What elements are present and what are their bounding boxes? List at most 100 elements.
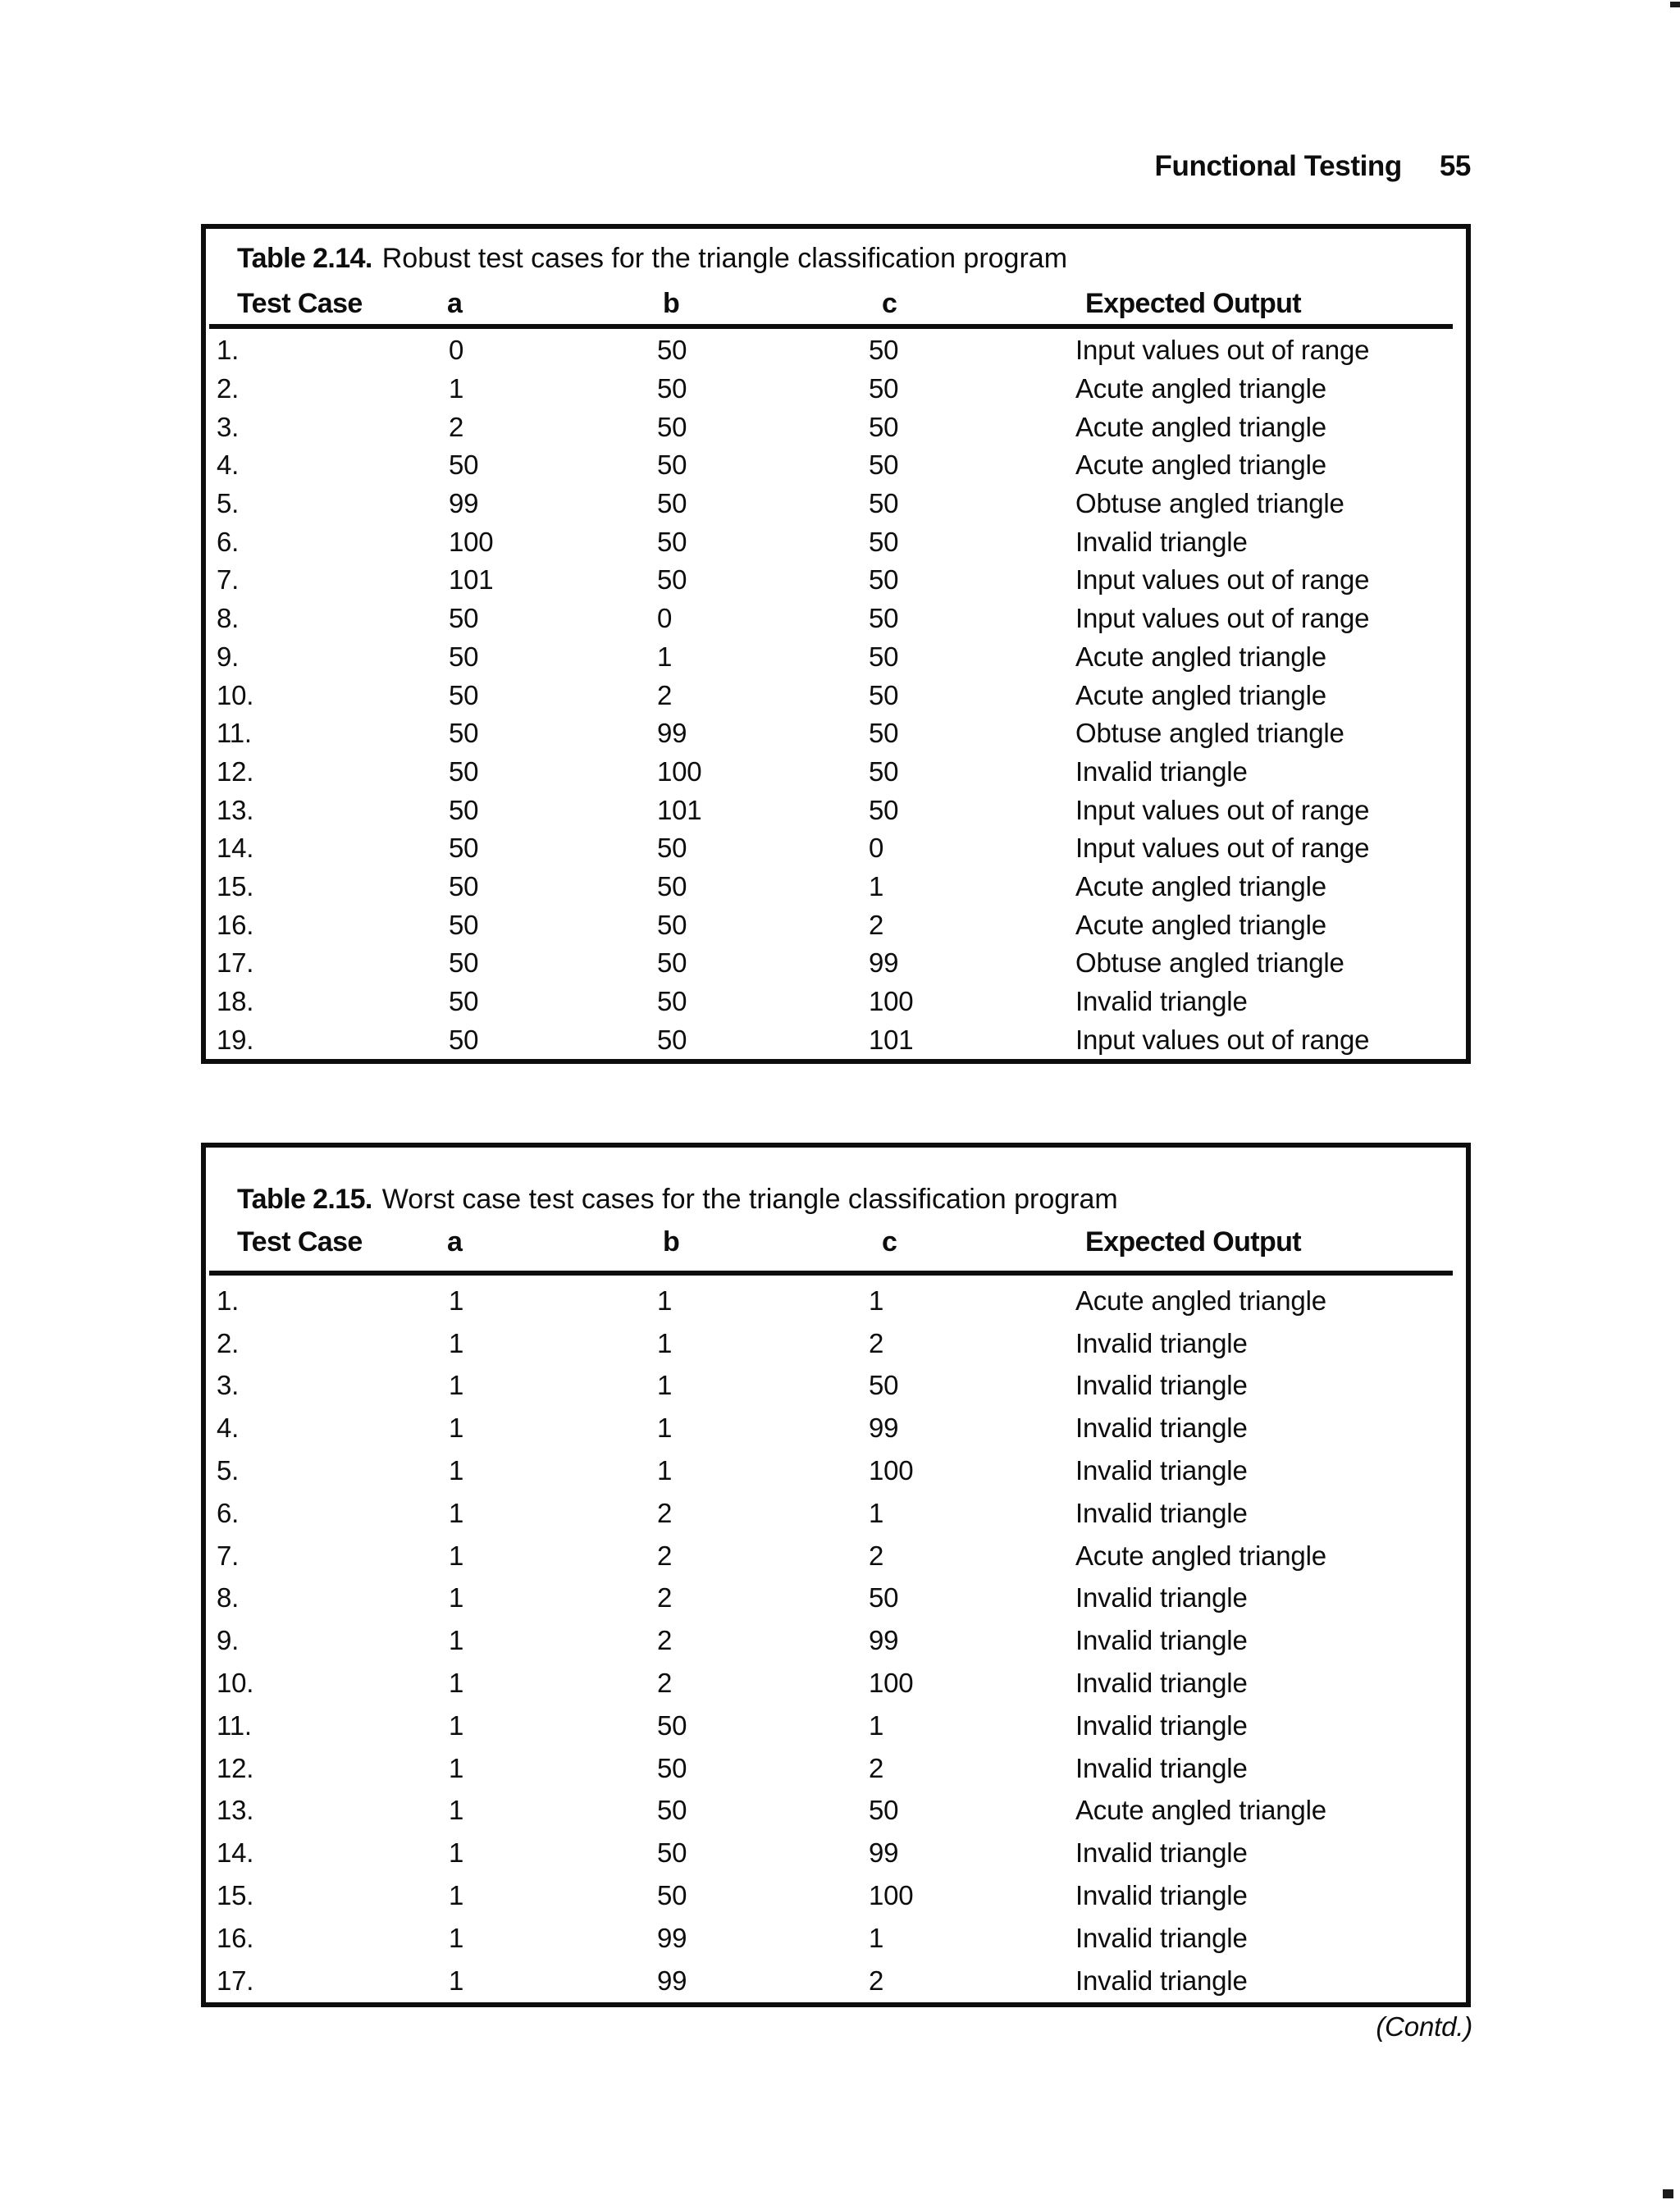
cell-b: 1 [657, 1370, 673, 1401]
table-caption: Table 2.14. Robust test cases for the tri… [237, 243, 1067, 275]
cell-expected-output: Input values out of range [1075, 1024, 1370, 1055]
cell-expected-output: Invalid triangle [1075, 1880, 1248, 1911]
cell-a: 0 [449, 335, 464, 366]
table-row: 3. 1 1 50 Invalid triangle [206, 1365, 1466, 1408]
table-row: 3. 2 50 50 Acute angled triangle [206, 408, 1466, 446]
cell-a: 1 [449, 1582, 464, 1613]
cell-c: 50 [869, 1795, 899, 1826]
cell-test-case: 1. [217, 1285, 240, 1316]
cell-b: 1 [657, 1327, 673, 1358]
cell-a: 50 [449, 679, 479, 710]
cell-test-case: 4. [217, 1413, 240, 1444]
cell-a: 1 [449, 1922, 464, 1953]
cell-a: 1 [449, 1540, 464, 1571]
scan-artifact-top-right [1670, 2, 1680, 7]
cell-c: 99 [869, 1413, 899, 1444]
cell-c: 2 [869, 1327, 884, 1358]
table-row: 8. 1 2 50 Invalid triangle [206, 1577, 1466, 1620]
table-row: 7. 1 2 2 Acute angled triangle [206, 1535, 1466, 1577]
table-2-15: Table 2.15. Worst case test cases for the… [201, 1143, 1471, 2007]
cell-expected-output: Input values out of range [1075, 833, 1370, 864]
cell-test-case: 8. [217, 603, 240, 634]
running-head: Functional Testing [1154, 150, 1403, 182]
column-header-test-case: Test Case [237, 1226, 363, 1257]
table-label: Table 2.15. [237, 1184, 372, 1215]
cell-expected-output: Obtuse angled triangle [1075, 718, 1344, 749]
cell-test-case: 14. [217, 833, 254, 864]
cell-a: 1 [449, 1455, 464, 1486]
cell-c: 50 [869, 1370, 899, 1401]
cell-a: 1 [449, 1413, 464, 1444]
cell-a: 50 [449, 909, 479, 940]
header-divider [209, 324, 1453, 329]
cell-c: 99 [869, 1625, 899, 1656]
column-header-expected-output: Expected Output [1085, 288, 1302, 319]
table-row: 17. 50 50 99 Obtuse angled triangle [206, 944, 1466, 983]
table-row: 14. 50 50 0 Input values out of range [206, 829, 1466, 868]
cell-test-case: 5. [217, 1455, 240, 1486]
cell-b: 50 [657, 450, 687, 481]
table-row: 12. 50 100 50 Invalid triangle [206, 753, 1466, 792]
cell-c: 50 [869, 450, 899, 481]
cell-b: 101 [657, 794, 702, 825]
cell-c: 2 [869, 1540, 884, 1571]
cell-b: 1 [657, 1455, 673, 1486]
cell-test-case: 12. [217, 1752, 254, 1783]
table-row: 2. 1 50 50 Acute angled triangle [206, 370, 1466, 409]
cell-a: 1 [449, 1327, 464, 1358]
cell-b: 50 [657, 564, 687, 596]
cell-a: 50 [449, 947, 479, 979]
column-header-expected-output: Expected Output [1085, 1226, 1302, 1257]
cell-a: 1 [449, 1965, 464, 1996]
table-row: 1. 0 50 50 Input values out of range [206, 331, 1466, 370]
cell-a: 2 [449, 411, 464, 442]
cell-b: 2 [657, 1540, 673, 1571]
cell-c: 50 [869, 603, 899, 634]
cell-test-case: 4. [217, 450, 240, 481]
cell-test-case: 8. [217, 1582, 240, 1613]
cell-expected-output: Invalid triangle [1075, 1837, 1248, 1869]
cell-b: 50 [657, 1752, 687, 1783]
cell-test-case: 6. [217, 1497, 240, 1528]
table-row: 15. 1 50 100 Invalid triangle [206, 1874, 1466, 1917]
cell-a: 50 [449, 1024, 479, 1055]
cell-a: 50 [449, 870, 479, 901]
cell-expected-output: Invalid triangle [1075, 526, 1248, 557]
table-row: 17. 1 99 2 Invalid triangle [206, 1960, 1466, 2002]
cell-c: 2 [869, 909, 884, 940]
column-header-b: b [663, 288, 680, 319]
cell-c: 0 [869, 833, 884, 864]
cell-test-case: 7. [217, 564, 240, 596]
table-body: 1. 0 50 50 Input values out of range 2. 1 50 50 A… [206, 331, 1466, 1059]
cell-b: 50 [657, 909, 687, 940]
cell-a: 50 [449, 450, 479, 481]
cell-test-case: 11. [217, 718, 252, 749]
scan-artifact-bottom-right [1663, 2189, 1673, 2198]
table-row: 9. 1 2 99 Invalid triangle [206, 1619, 1466, 1662]
cell-c: 50 [869, 718, 899, 749]
cell-test-case: 17. [217, 1965, 254, 1996]
cell-a: 50 [449, 986, 479, 1017]
cell-a: 50 [449, 833, 479, 864]
table-row: 18. 50 50 100 Invalid triangle [206, 983, 1466, 1021]
cell-a: 50 [449, 718, 479, 749]
cell-a: 1 [449, 373, 464, 404]
cell-expected-output: Invalid triangle [1075, 1709, 1248, 1741]
cell-b: 50 [657, 1024, 687, 1055]
cell-test-case: 16. [217, 1922, 254, 1953]
cell-expected-output: Invalid triangle [1075, 1327, 1248, 1358]
table-label: Table 2.14. [237, 243, 372, 274]
cell-b: 2 [657, 1668, 673, 1699]
table-row: 11. 50 99 50 Obtuse angled triangle [206, 714, 1466, 753]
continued-note: (Contd.) [1376, 2011, 1472, 2042]
column-header-test-case: Test Case [237, 288, 363, 319]
cell-test-case: 10. [217, 679, 254, 710]
cell-b: 50 [657, 411, 687, 442]
cell-a: 1 [449, 1497, 464, 1528]
column-header-c: c [882, 1226, 897, 1257]
table-row: 4. 50 50 50 Acute angled triangle [206, 446, 1466, 485]
cell-expected-output: Invalid triangle [1075, 1668, 1248, 1699]
table-caption: Table 2.15. Worst case test cases for the… [237, 1184, 1118, 1216]
cell-test-case: 14. [217, 1837, 254, 1869]
